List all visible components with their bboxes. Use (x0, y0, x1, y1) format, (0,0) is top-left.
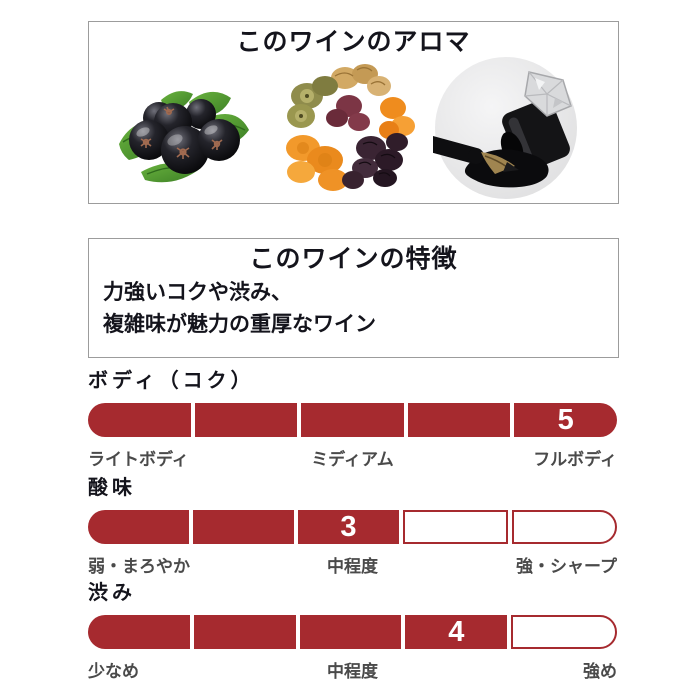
rating-body-label-right: フルボディ (533, 450, 617, 469)
spilled-ink-image (433, 57, 577, 199)
feature-section-title: このワインの特徴 (235, 243, 472, 274)
rating-tannin-label-left: 少なめ (88, 662, 139, 681)
rating-acidity: 酸味 3 弱・まろやか 中程度 強・シャープ (88, 476, 617, 576)
aroma-section: このワインのアロマ (88, 21, 619, 204)
raisins (342, 133, 408, 189)
rating-value-body: 5 (557, 403, 574, 436)
currant-berries (129, 99, 240, 174)
rating-segment-body-5: 5 (514, 403, 617, 437)
rating-tannin-labels: 少なめ 中程度 強め (88, 657, 617, 681)
rating-acidity-label-left: 弱・まろやか (88, 557, 190, 576)
blackcurrants-image (119, 91, 249, 183)
dried-cranberries (326, 95, 370, 131)
rating-segment-tannin-4: 4 (405, 615, 508, 649)
dried-kiwi (287, 76, 338, 128)
rating-tannin-label-center: 中程度 (327, 662, 378, 681)
aroma-section-title: このワインのアロマ (222, 26, 485, 57)
feature-line-2: 複雑味が魅力の重厚なワイン (103, 313, 376, 336)
rating-tannin-title: 渋み (88, 582, 136, 604)
rating-body: ボディ（コク） 5 ライトボディ ミディアム フルボディ (88, 369, 617, 469)
rating-segment-tannin-1 (88, 615, 190, 649)
rating-acidity-bar: 3 (88, 510, 617, 544)
rating-segment-body-1 (88, 403, 191, 437)
rating-segment-body-4 (407, 403, 511, 437)
feature-line-1: 力強いコクや渋み、 (103, 281, 292, 304)
rating-tannin-bar: 4 (88, 615, 617, 649)
rating-value-acidity: 3 (340, 510, 357, 543)
rating-segment-tannin-5 (511, 615, 617, 649)
feature-section: このワインの特徴 力強いコクや渋み、 複雑味が魅力の重厚なワイン (88, 238, 619, 358)
rating-segment-acidity-3: 3 (298, 510, 399, 544)
rating-acidity-label-center: 中程度 (327, 557, 378, 576)
rating-segment-body-2 (194, 403, 298, 437)
rating-segment-body-3 (301, 403, 404, 437)
rating-segment-acidity-5 (512, 510, 617, 544)
rating-tannin: 渋み 4 少なめ 中程度 強め (88, 581, 617, 681)
rating-body-label-left: ライトボディ (88, 450, 189, 469)
rating-segment-tannin-2 (193, 615, 296, 649)
ink-bottle-cap (524, 71, 572, 117)
rating-body-labels: ライトボディ ミディアム フルボディ (88, 445, 617, 469)
rating-segment-acidity-4 (403, 510, 508, 544)
rating-acidity-labels: 弱・まろやか 中程度 強・シャープ (88, 552, 617, 576)
rating-body-title: ボディ（コク） (88, 370, 255, 392)
rating-body-label-center: ミディアム (311, 450, 394, 469)
rating-segment-acidity-1 (88, 510, 189, 544)
rating-segment-acidity-2 (193, 510, 294, 544)
dried-fruits-image (286, 64, 415, 191)
dried-apricots (286, 97, 415, 191)
rating-tannin-label-right: 強め (583, 662, 617, 681)
feature-description: 力強いコクや渋み、 複雑味が魅力の重厚なワイン (103, 277, 376, 341)
rating-acidity-title: 酸味 (88, 477, 136, 499)
dried-figs (331, 64, 391, 96)
rating-acidity-label-right: 強・シャープ (516, 557, 617, 576)
rating-value-tannin: 4 (448, 615, 465, 648)
rating-segment-tannin-3 (299, 615, 402, 649)
fountain-pen (433, 136, 519, 174)
rating-body-bar: 5 (88, 403, 617, 437)
